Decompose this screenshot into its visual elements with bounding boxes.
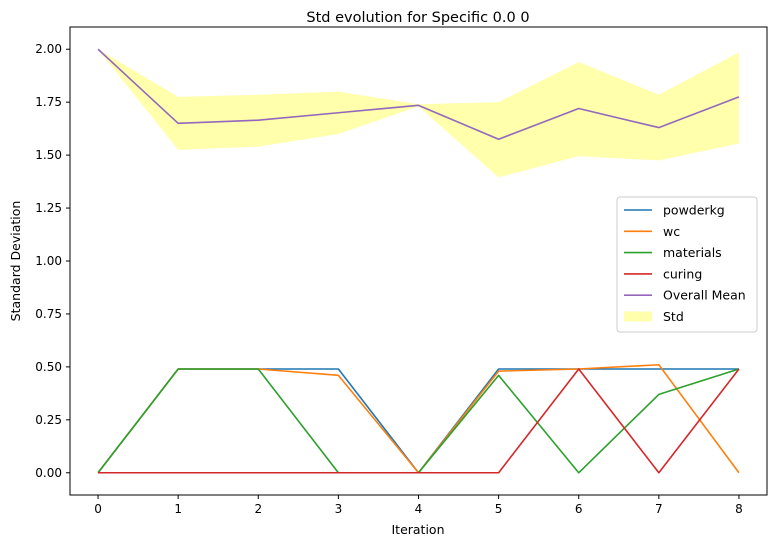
series-line-curing: [98, 368, 740, 474]
x-tick-label: 8: [735, 502, 743, 516]
legend-label: Std: [663, 309, 684, 324]
y-tick-label: 0.50: [35, 360, 62, 374]
y-axis-ticks: 0.00 0.25 0.50 0.75 1.00 1.25 1.50 1.75 2.00: [35, 42, 70, 480]
legend-swatch: [624, 311, 652, 322]
y-tick-label: 1.00: [35, 254, 62, 268]
series-line-wc: [97, 363, 740, 474]
y-tick-label: 1.75: [35, 95, 62, 109]
x-axis-ticks: 0 1 2 3 4 5 6 7 8: [94, 495, 743, 516]
legend-label: Overall Mean: [663, 288, 746, 303]
y-tick-label: 1.50: [35, 148, 62, 162]
y-axis-label: Standard Deviation: [8, 201, 23, 322]
y-tick-label: 2.00: [35, 42, 62, 56]
x-tick-label: 5: [495, 502, 503, 516]
x-tick-label: 7: [655, 502, 663, 516]
std-band-layer: [98, 49, 739, 178]
series-layer: [97, 48, 740, 474]
x-tick-label: 4: [415, 502, 423, 516]
legend-label: materials: [663, 245, 722, 260]
legend-label: wc: [663, 224, 680, 239]
legend: powderkg wc materials curing Overall Mean Std: [616, 196, 758, 333]
x-axis-label: Iteration: [391, 522, 444, 537]
y-tick-label: 0.25: [35, 413, 62, 427]
y-tick-label: 1.25: [35, 201, 62, 215]
series-line-materials: [97, 368, 740, 474]
x-tick-label: 2: [254, 502, 262, 516]
x-tick-label: 3: [335, 502, 343, 516]
x-tick-label: 0: [94, 502, 102, 516]
chart-title: Std evolution for Specific 0.0 0: [306, 10, 529, 26]
x-tick-label: 1: [174, 502, 182, 516]
x-tick-label: 6: [575, 502, 583, 516]
legend-label: powderkg: [663, 203, 725, 218]
std-band: [98, 49, 739, 178]
series-line-powderkg: [97, 368, 739, 474]
legend-label: curing: [663, 266, 702, 281]
y-tick-label: 0.00: [35, 466, 62, 480]
y-tick-label: 0.75: [35, 307, 62, 321]
series-line-overall-mean: [97, 48, 740, 141]
